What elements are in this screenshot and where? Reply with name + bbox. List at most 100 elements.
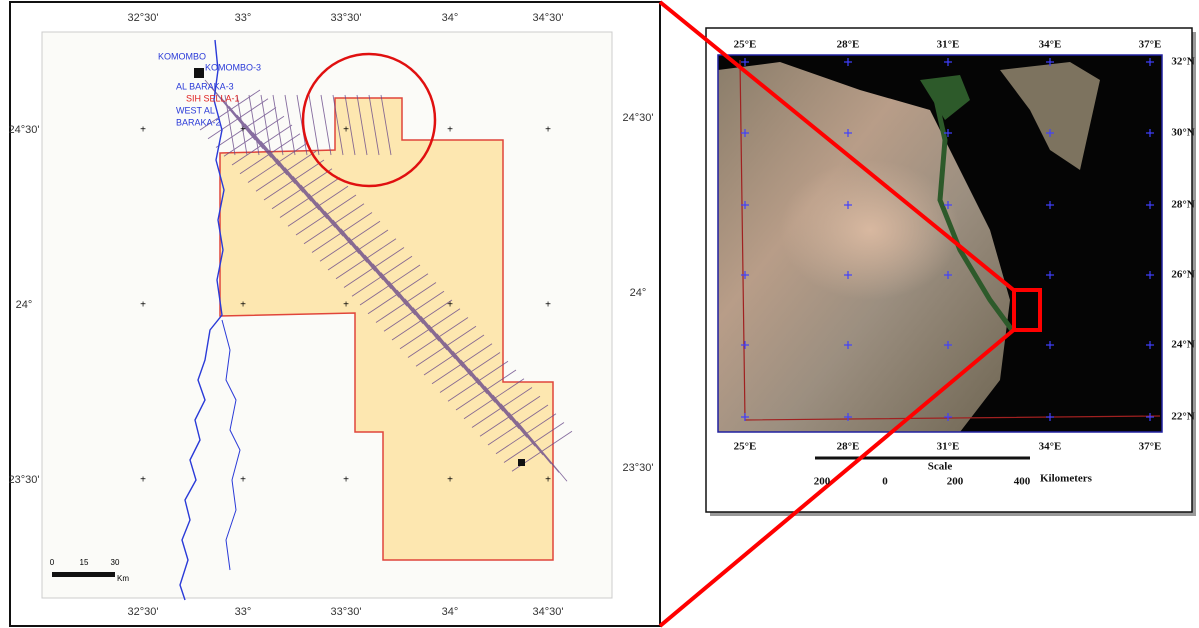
grid-cross: +: [343, 475, 349, 486]
seismic-line: [263, 159, 325, 201]
grid-cross: +: [545, 475, 551, 486]
seismic-line: [332, 94, 344, 156]
right-label: 22°N: [1171, 411, 1194, 423]
place-label: AL BARAKA-3: [176, 81, 234, 91]
grid-cross: +: [343, 125, 349, 136]
seismic-line: [423, 334, 485, 376]
right-label: 32°N: [1171, 56, 1194, 68]
seismic-line: [255, 150, 317, 192]
image-frame: [717, 54, 1163, 433]
top-label: 31°E: [937, 39, 960, 51]
focus-circle: [301, 52, 437, 188]
seismic-line: [383, 290, 445, 332]
seismic-line: [407, 317, 469, 358]
seismic-line: [247, 142, 309, 183]
seismic-line: [279, 177, 341, 218]
grid-cross: +: [140, 300, 146, 311]
scale-unit: Kilometers: [1040, 473, 1093, 485]
seismic-line: [224, 94, 236, 156]
graticule: [741, 58, 1154, 421]
right-label: 24°30': [623, 112, 654, 124]
seismic-line: [231, 124, 293, 166]
seismic-line: [367, 273, 429, 315]
top-label: 32°30': [128, 12, 159, 24]
seismic-line: [439, 352, 501, 393]
seismic-line: [471, 387, 533, 428]
scale-tick: 30: [111, 558, 120, 567]
right-label: 24°: [630, 287, 647, 299]
grid-cross: +: [447, 475, 453, 486]
place-label: WEST AL: [176, 105, 215, 115]
bottom-label: 37°E: [1139, 441, 1162, 453]
seismic-line: [295, 194, 357, 236]
seismic-line: [335, 238, 397, 280]
study-area-box: [1012, 288, 1042, 332]
seismic-line: [368, 94, 380, 156]
grid-cross: +: [447, 125, 453, 136]
seismic-line: [320, 94, 332, 156]
grid-cross: +: [140, 125, 146, 136]
right-label: 26°N: [1171, 269, 1194, 281]
scale-tick: 0: [50, 558, 55, 567]
seismic-line: [447, 360, 509, 402]
grid-cross: +: [545, 125, 551, 136]
bottom-label: 34°30': [533, 606, 564, 618]
top-label: 33°: [235, 12, 252, 24]
scale-unit: Km: [117, 574, 129, 583]
seismic-line: [455, 369, 517, 411]
seismic-line: [495, 413, 557, 455]
left-label: 23°30': [9, 474, 40, 486]
seismic-line: [199, 89, 261, 131]
seismic-line: [344, 94, 356, 156]
seismic-line: [415, 325, 477, 367]
left-label: 24°30': [9, 124, 40, 136]
seismic-line: [391, 299, 453, 341]
bottom-label: 25°E: [734, 441, 757, 453]
top-label: 34°30': [533, 12, 564, 24]
scale-tick: 200: [814, 476, 831, 488]
left-label: 24°: [16, 299, 33, 311]
callout-line: [658, 326, 1018, 628]
callout-line: [658, 0, 1018, 294]
seismic-line: [463, 378, 525, 420]
seismic-line: [239, 133, 301, 175]
well-marker: [518, 459, 525, 466]
grid-cross: +: [240, 300, 246, 311]
seismic-line: [356, 94, 368, 156]
seismic-line: [343, 247, 405, 288]
lake-shore: [221, 319, 241, 571]
top-label: 33°30': [331, 12, 362, 24]
seismic-line: [215, 107, 277, 148]
seismic-line: [487, 404, 549, 446]
seismic-line: [359, 264, 421, 306]
delta: [920, 75, 970, 120]
seismic-line: [308, 94, 320, 156]
bottom-label: 28°E: [837, 441, 860, 453]
seismic-line: [327, 229, 389, 271]
scale-tick: 400: [1014, 476, 1031, 488]
seismic-line: [248, 94, 260, 156]
bottom-label: 33°30': [331, 606, 362, 618]
seismic-line: [284, 94, 296, 156]
right-label: 24°N: [1171, 339, 1194, 351]
seismic-line: [380, 94, 392, 156]
grid-cross: +: [545, 300, 551, 311]
top-label: 28°E: [837, 39, 860, 51]
bottom-label: 31°E: [937, 441, 960, 453]
place-label: SIH SELLA-1: [186, 93, 240, 103]
town-marker: [194, 68, 204, 78]
seismic-line: [236, 94, 248, 156]
top-label: 25°E: [734, 39, 757, 51]
right-label: 30°N: [1171, 127, 1194, 139]
nile-river: [179, 39, 225, 601]
sinai: [1000, 62, 1100, 170]
grid-cross: +: [447, 300, 453, 311]
seismic-line: [479, 395, 541, 437]
seismic-line: [375, 282, 437, 323]
nile-valley: [932, 94, 1015, 332]
top-label: 37°E: [1139, 39, 1162, 51]
grid-cross: +: [240, 475, 246, 486]
right-label: 23°30': [623, 462, 654, 474]
seismic-line: [260, 94, 272, 156]
seismic-line: [271, 168, 333, 210]
